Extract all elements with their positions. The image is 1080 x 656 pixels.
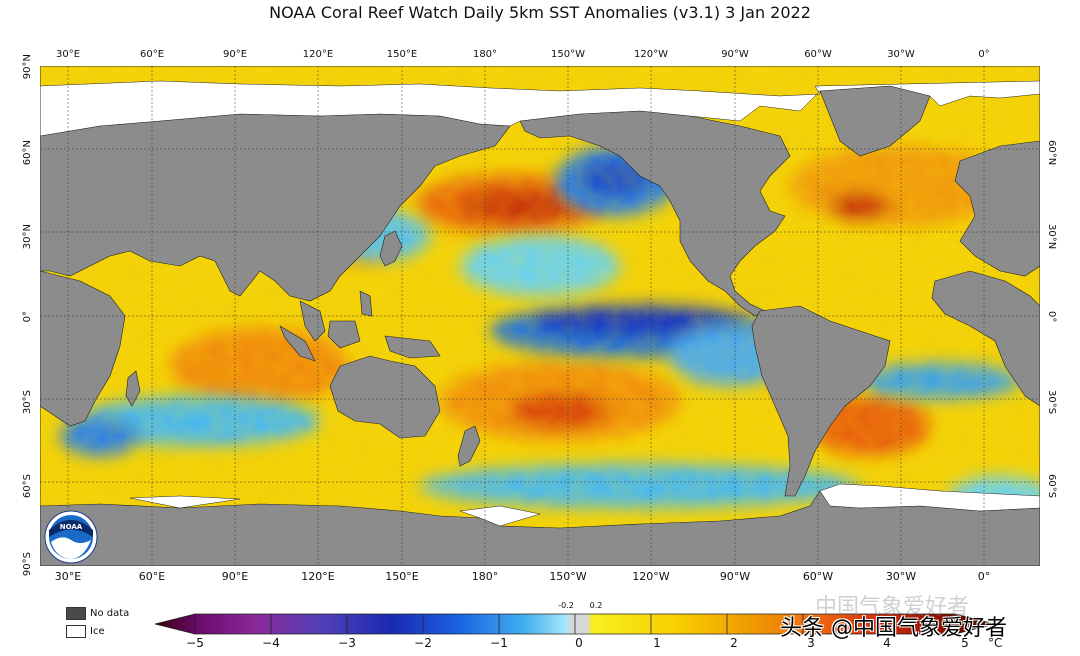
lon-label: 150°W (549, 570, 587, 583)
lat-label: 30°S (1046, 390, 1057, 415)
colorbar-tick-label: 4 (883, 636, 891, 650)
ice-antarctic-b (459, 505, 541, 527)
landmass-new-zealand (457, 425, 481, 467)
lat-label: 60°S (22, 474, 33, 499)
lat-label: 90°S (22, 552, 33, 577)
lon-label: 180° (472, 49, 498, 60)
landmass-europe-right (954, 140, 1040, 277)
colorbar-tick-label: 0 (575, 636, 583, 650)
lon-label: 90°E (222, 49, 248, 60)
lon-label: 120°W (634, 49, 668, 60)
lat-label: 30°N (1046, 224, 1057, 250)
ice-antarctic-c (129, 495, 241, 509)
lon-label: 30°E (55, 49, 81, 60)
graticule (40, 66, 1040, 566)
lon-label: 150°E (386, 49, 418, 60)
colorbar (155, 613, 995, 635)
lon-label: 60°W (804, 49, 832, 60)
landmass-sumatra (279, 325, 316, 362)
noaa-logo: NOAA (44, 510, 98, 568)
landmass-australia (329, 355, 441, 439)
lat-label: 30°S (22, 390, 33, 415)
map-canvas (40, 66, 1040, 566)
colorbar-tick-label: 2 (730, 636, 738, 650)
ice-arctic-left (40, 80, 1040, 137)
lat-label: 0° (1046, 311, 1057, 323)
noaa-logo-text: NOAA (60, 523, 83, 531)
lon-label: 30°E (54, 570, 82, 583)
landmass-north-america (519, 110, 791, 317)
legend-label-no-data: No data (90, 607, 130, 619)
landmass-south-america (751, 305, 891, 497)
watermark: 头条 @中国气象爱好者 (780, 616, 1007, 641)
landmass-japan (379, 230, 403, 267)
noaa-emblem-icon: NOAA (44, 510, 98, 564)
colorbar-tick-label: −5 (186, 636, 204, 650)
lat-label: 90°N (22, 54, 33, 80)
landmass-madagascar (125, 370, 141, 407)
lat-label: 60°N (1046, 140, 1057, 166)
colorbar-tick-label: −1 (490, 636, 508, 650)
no-data-swatch (66, 606, 86, 620)
lon-label: 90°W (719, 570, 751, 583)
landmass-borneo (327, 320, 361, 349)
colorbar-tick-label: 5 (961, 636, 969, 650)
sst-anomaly-map (40, 66, 1040, 566)
lon-label: 0° (977, 570, 991, 583)
lon-label: 120°W (632, 570, 670, 583)
colorbar-small-label: -0.2 (558, 601, 574, 610)
lon-label: 0° (978, 49, 990, 60)
lon-label: 60°E (139, 49, 165, 60)
lat-label: 30°N (22, 224, 33, 250)
landmass-africa-right (931, 270, 1040, 407)
ice-antarctic-a (819, 483, 1040, 512)
lon-label: 60°E (138, 570, 166, 583)
colorbar-small-label: 0.2 (589, 601, 603, 610)
lon-label: 120°E (301, 570, 335, 583)
lat-label: 60°S (1046, 474, 1057, 499)
lon-label: 30°W (885, 570, 917, 583)
sea-ice (40, 80, 1040, 527)
landmass-africa (40, 270, 126, 427)
legend-item-ice: Ice (66, 624, 129, 638)
lon-label: 150°E (385, 570, 419, 583)
lat-label: 0° (22, 311, 33, 323)
colorbar-tick-label: 3 (807, 636, 815, 650)
lat-label: 60°N (22, 140, 33, 166)
lon-label: 120°E (302, 49, 334, 60)
colorbar-tick-label: −4 (262, 636, 280, 650)
landmass-new-guinea (384, 335, 441, 359)
colorbar-tick-label: −2 (414, 636, 432, 650)
lon-label: 60°W (802, 570, 834, 583)
legend-item-no-data: No data (66, 606, 129, 620)
lon-label: 90°E (221, 570, 249, 583)
map-title: NOAA Coral Reef Watch Daily 5km SST Anom… (269, 3, 811, 22)
colorbar-tick-label: 1 (653, 636, 661, 650)
lon-label: 90°W (721, 49, 749, 60)
map-legend: No data Ice (66, 606, 129, 642)
legend-label-ice: Ice (90, 625, 105, 637)
lon-label: 30°W (887, 49, 915, 60)
colorbar-tick-label: −3 (338, 636, 356, 650)
ice-swatch (66, 624, 86, 638)
landmass-indochina (299, 300, 326, 342)
colorbar-unit: °C (988, 636, 1003, 650)
watermark-faint: 中国气象爱好者 (815, 595, 970, 620)
lon-label: 150°W (551, 49, 585, 60)
lon-label: 180° (471, 570, 499, 583)
land-masses (40, 85, 1040, 566)
colorbar-ticks (194, 614, 956, 634)
